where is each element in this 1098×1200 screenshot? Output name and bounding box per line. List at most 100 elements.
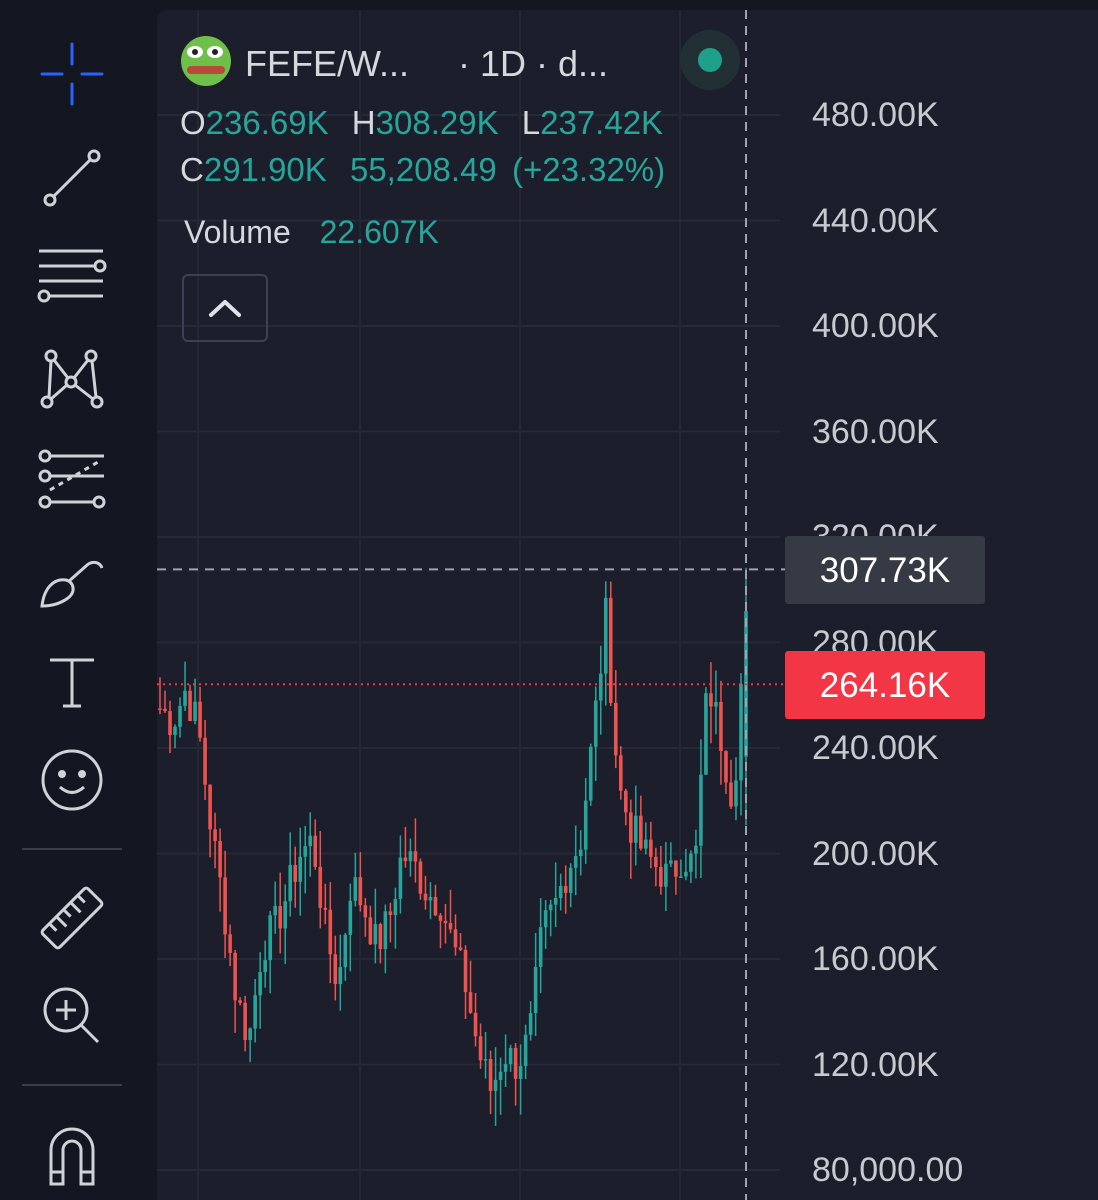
- toolbar-divider: [22, 848, 122, 850]
- candle-body: [473, 1012, 478, 1037]
- low-value: 237.42K: [540, 104, 664, 141]
- candle-body: [273, 906, 277, 916]
- candle-body: [218, 840, 222, 878]
- candle-body: [714, 701, 718, 707]
- candle-body: [443, 920, 448, 924]
- current-price-label: 264.16K: [785, 651, 985, 719]
- candle-body: [413, 851, 418, 862]
- candle-body: [328, 909, 333, 955]
- candle-body: [463, 949, 468, 993]
- candle-body: [623, 790, 628, 813]
- candle-body: [588, 746, 593, 801]
- candle-body: [533, 966, 538, 1014]
- collapse-legend-button[interactable]: [182, 274, 268, 342]
- candle-body: [333, 954, 338, 985]
- candle-body: [323, 907, 328, 910]
- pattern-icon[interactable]: [34, 340, 110, 416]
- candle-body: [383, 911, 388, 949]
- candle-body: [634, 815, 638, 843]
- candle-body: [403, 857, 408, 862]
- candle-body: [689, 853, 693, 872]
- candle-body: [353, 877, 358, 901]
- price-tick-label: 120.00K: [812, 1045, 939, 1084]
- open-label: O: [180, 104, 206, 141]
- chart-panel[interactable]: [157, 10, 1098, 1200]
- crosshair-price-label: 307.73K: [785, 536, 985, 604]
- candle-body: [363, 905, 368, 918]
- ruler-icon[interactable]: [34, 880, 110, 956]
- candle-body: [223, 877, 227, 935]
- candle-body: [373, 924, 378, 945]
- parallel-channel-icon[interactable]: [34, 238, 110, 314]
- price-tick-label: 240.00K: [812, 729, 939, 767]
- emoji-icon[interactable]: [34, 742, 110, 818]
- candle-body: [298, 856, 303, 882]
- low-label: L: [521, 104, 541, 141]
- candle-body: [173, 726, 177, 736]
- candle-body: [598, 673, 603, 701]
- candle-body: [548, 904, 553, 911]
- candle-body: [158, 708, 162, 710]
- candle-body: [503, 1064, 508, 1072]
- price-tick-label: 160.00K: [812, 940, 939, 978]
- candle-body: [433, 896, 438, 916]
- candle-body: [438, 915, 443, 921]
- candle-body: [679, 876, 683, 879]
- close-value: 291.90K: [203, 151, 327, 188]
- toolbar-divider: [22, 1084, 122, 1086]
- trend-line-icon[interactable]: [34, 140, 110, 216]
- candle-body: [348, 900, 353, 935]
- candle-body: [528, 1013, 533, 1035]
- drawing-toolbar: [0, 0, 145, 1200]
- candle-body: [193, 701, 197, 722]
- candle-body: [568, 867, 573, 893]
- candle-body: [233, 952, 237, 1001]
- text-tool-icon[interactable]: [34, 644, 110, 720]
- candle-body: [629, 812, 633, 843]
- candle-body: [378, 924, 383, 949]
- price-tick-label: 400.00K: [812, 307, 939, 345]
- candle-body: [263, 960, 267, 973]
- magnet-icon[interactable]: [34, 1116, 110, 1192]
- brush-icon[interactable]: [34, 544, 110, 620]
- candle-body: [408, 851, 413, 862]
- candle-body: [709, 693, 713, 707]
- candle-body: [699, 774, 703, 846]
- candle-body: [243, 1002, 247, 1041]
- candle-body: [719, 701, 723, 752]
- symbol-timeframe[interactable]: · 1D · d...: [458, 43, 609, 84]
- crosshair-icon[interactable]: [34, 36, 110, 112]
- candle-body: [603, 597, 608, 674]
- candle-body: [508, 1047, 513, 1065]
- candle-body: [618, 755, 623, 791]
- candle-body: [573, 856, 578, 868]
- candle-body: [268, 915, 272, 961]
- price-tick-label: 80,000.00: [812, 1151, 964, 1189]
- volume-row: Volume 22.607K: [184, 214, 439, 251]
- candle-body: [563, 886, 568, 893]
- fib-retracement-icon[interactable]: [34, 442, 110, 518]
- change-percent: (+23.32%): [511, 151, 666, 188]
- candle-body: [198, 701, 202, 738]
- ohlc-row-2: C291.90K 55,208.49 (+23.32%): [180, 151, 665, 189]
- candle-body: [659, 866, 663, 887]
- candle-body: [578, 849, 583, 857]
- candle-body: [398, 857, 403, 900]
- high-value: 308.29K: [375, 104, 499, 141]
- high-label: H: [351, 104, 376, 141]
- candle-body: [208, 784, 212, 830]
- candle-body: [593, 700, 598, 747]
- candle-body: [458, 947, 463, 950]
- candle-body: [293, 865, 298, 882]
- candle-body: [358, 877, 363, 906]
- zoom-in-icon[interactable]: [34, 978, 110, 1054]
- candle-body: [253, 995, 257, 1029]
- candle-body: [248, 1028, 252, 1041]
- grid-lines: [157, 10, 780, 1200]
- symbol-pair[interactable]: FEFE/W...: [245, 43, 410, 84]
- candle-body: [188, 690, 192, 722]
- candle-body: [553, 897, 558, 905]
- candle-body: [684, 871, 688, 877]
- candle-body: [734, 780, 738, 807]
